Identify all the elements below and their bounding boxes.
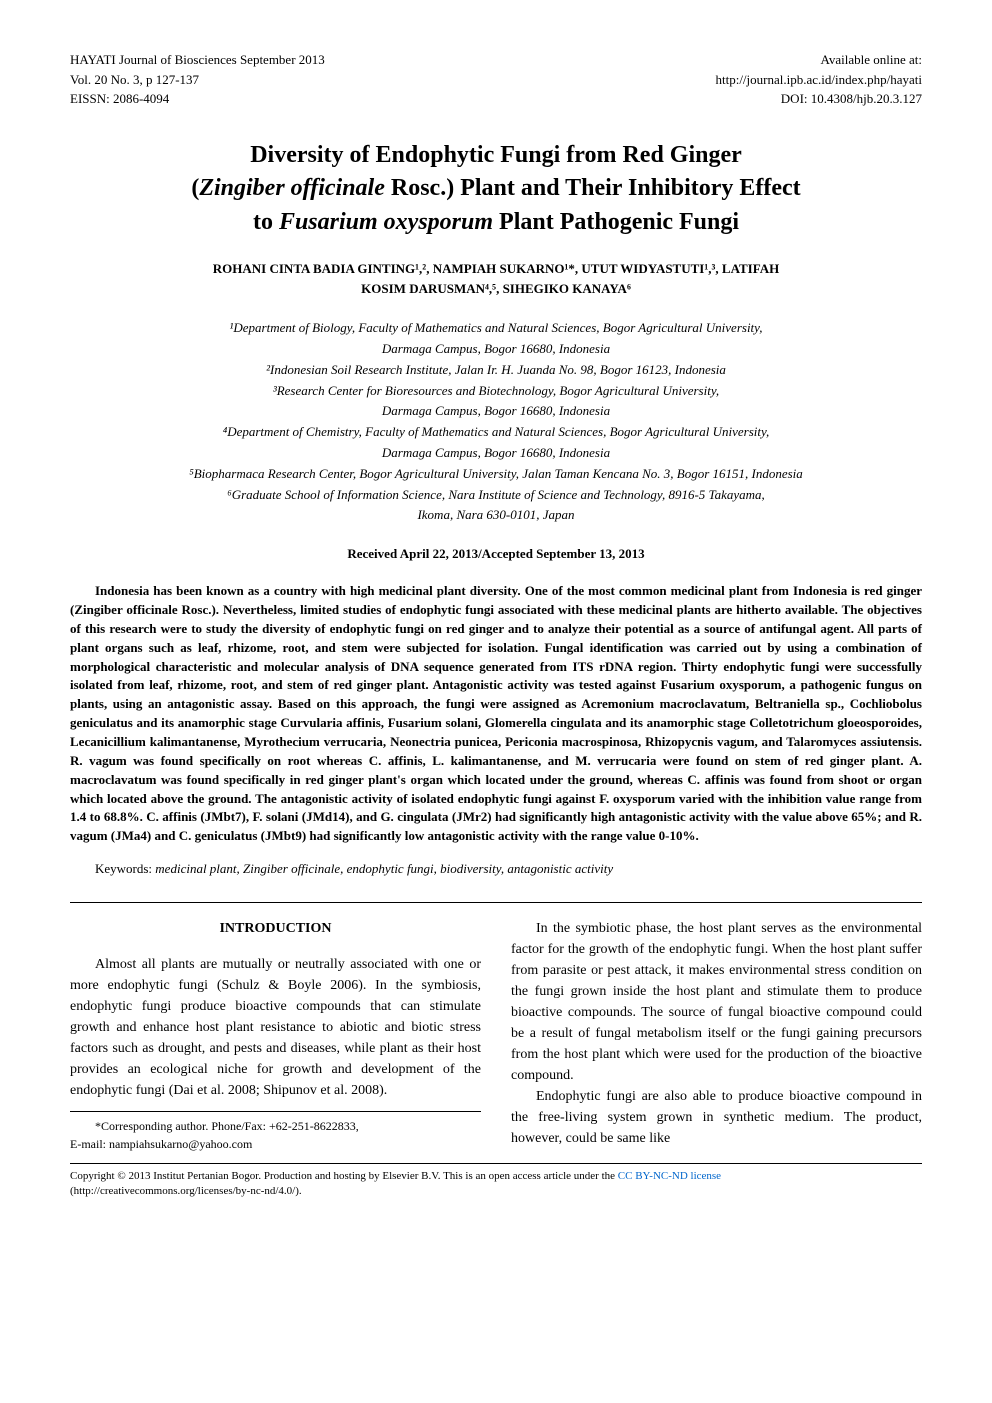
- article-title: Diversity of Endophytic Fungi from Red G…: [70, 139, 922, 240]
- journal-name: HAYATI Journal of Biosciences September …: [70, 50, 325, 70]
- title-line1: Diversity of Endophytic Fungi from Red G…: [70, 139, 922, 173]
- affiliation-2: ²Indonesian Soil Research Institute, Jal…: [70, 360, 922, 381]
- keywords: Keywords: medicinal plant, Zingiber offi…: [70, 861, 922, 877]
- volume-info: Vol. 20 No. 3, p 127-137: [70, 70, 325, 90]
- available-label: Available online at:: [715, 50, 922, 70]
- column-left: INTRODUCTION Almost all plants are mutua…: [70, 918, 481, 1153]
- received-date: Received April 22, 2013/Accepted Septemb…: [70, 546, 922, 562]
- affiliation-6: ⁶Graduate School of Information Science,…: [70, 485, 922, 506]
- affiliation-3: ³Research Center for Bioresources and Bi…: [70, 381, 922, 402]
- corresponding-line2: E-mail: nampiahsukarno@yahoo.com: [70, 1135, 481, 1153]
- copyright: Copyright © 2013 Institut Pertanian Bogo…: [70, 1163, 922, 1200]
- introduction-heading: INTRODUCTION: [70, 918, 481, 939]
- keywords-label: Keywords:: [95, 861, 155, 876]
- journal-url: http://journal.ipb.ac.id/index.php/hayat…: [715, 70, 922, 90]
- eissn: EISSN: 2086-4094: [70, 89, 325, 109]
- affiliation-6b: Ikoma, Nara 630-0101, Japan: [70, 505, 922, 526]
- corresponding-line1: *Corresponding author. Phone/Fax: +62-25…: [70, 1117, 481, 1135]
- body-columns: INTRODUCTION Almost all plants are mutua…: [70, 918, 922, 1153]
- copyright-text1: Copyright © 2013 Institut Pertanian Bogo…: [70, 1170, 618, 1182]
- doi: DOI: 10.4308/hjb.20.3.127: [715, 89, 922, 109]
- keywords-text: medicinal plant, Zingiber officinale, en…: [155, 861, 613, 876]
- authors: ROHANI CINTA BADIA GINTING¹,², NAMPIAH S…: [70, 259, 922, 298]
- intro-para-2: In the symbiotic phase, the host plant s…: [511, 918, 922, 1086]
- affiliation-4b: Darmaga Campus, Bogor 16680, Indonesia: [70, 443, 922, 464]
- title-line3: to Fusarium oxysporum Plant Pathogenic F…: [70, 206, 922, 240]
- affiliations: ¹Department of Biology, Faculty of Mathe…: [70, 318, 922, 526]
- license-link[interactable]: CC BY-NC-ND license: [618, 1170, 721, 1182]
- authors-line1: ROHANI CINTA BADIA GINTING¹,², NAMPIAH S…: [70, 259, 922, 279]
- affiliation-1b: Darmaga Campus, Bogor 16680, Indonesia: [70, 339, 922, 360]
- corresponding-author: *Corresponding author. Phone/Fax: +62-25…: [70, 1111, 481, 1153]
- column-right: In the symbiotic phase, the host plant s…: [511, 918, 922, 1153]
- affiliation-1: ¹Department of Biology, Faculty of Mathe…: [70, 318, 922, 339]
- header-right: Available online at: http://journal.ipb.…: [715, 50, 922, 109]
- header-left: HAYATI Journal of Biosciences September …: [70, 50, 325, 109]
- affiliation-3b: Darmaga Campus, Bogor 16680, Indonesia: [70, 401, 922, 422]
- copyright-text2: (http://creativecommons.org/licenses/by-…: [70, 1184, 922, 1199]
- affiliation-4: ⁴Department of Chemistry, Faculty of Mat…: [70, 422, 922, 443]
- abstract: Indonesia has been known as a country wi…: [70, 582, 922, 846]
- affiliation-5: ⁵Biopharmaca Research Center, Bogor Agri…: [70, 464, 922, 485]
- title-line2: (Zingiber officinale Rosc.) Plant and Th…: [70, 172, 922, 206]
- header-row: HAYATI Journal of Biosciences September …: [70, 50, 922, 109]
- divider: [70, 902, 922, 903]
- authors-line2: KOSIM DARUSMAN⁴,⁵, SIHEGIKO KANAYA⁶: [70, 279, 922, 299]
- intro-para-1: Almost all plants are mutually or neutra…: [70, 954, 481, 1101]
- intro-para-3: Endophytic fungi are also able to produc…: [511, 1086, 922, 1149]
